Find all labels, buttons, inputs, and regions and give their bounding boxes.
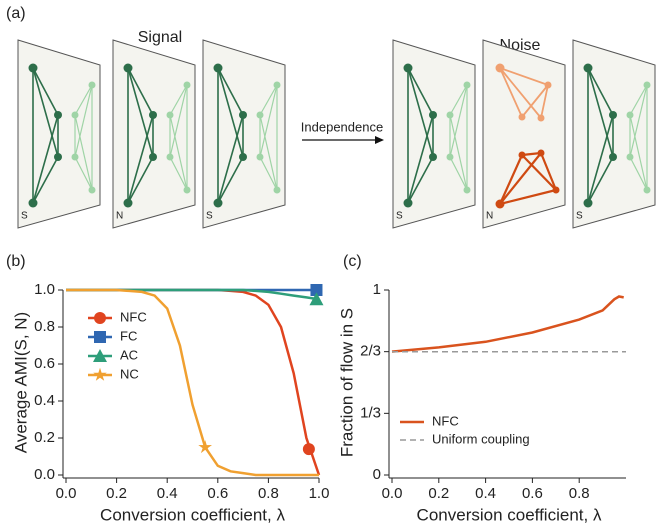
legend-label: NFC	[432, 413, 459, 428]
layer-label: S	[576, 211, 583, 222]
marker	[198, 440, 212, 454]
legend-label: AC	[120, 347, 138, 362]
y-tick-label: 0.6	[34, 355, 55, 372]
y-tick-label: 0.2	[34, 429, 55, 446]
y-axis-title: Average AMI(S, N)	[11, 312, 30, 453]
marker	[302, 443, 315, 456]
y-tick-label: 0.8	[34, 318, 55, 335]
marker	[93, 367, 107, 381]
series-line	[66, 288, 319, 477]
x-tick-label: 0.8	[569, 485, 590, 502]
marker	[94, 312, 106, 324]
y-axis-title: Fraction of flow in S	[337, 308, 356, 457]
x-axis-title: Conversion coefficient, λ	[100, 505, 285, 524]
panel-label: (a)	[6, 5, 26, 22]
signal-label: Signal	[138, 29, 182, 46]
arrow-head	[375, 136, 384, 144]
y-tick-label: 0.4	[34, 392, 55, 409]
layer	[482, 39, 566, 229]
x-tick-label: 0.2	[106, 485, 127, 502]
layer-label: S	[21, 211, 28, 222]
arrow-label: Independence	[301, 119, 383, 134]
noise-network	[499, 67, 549, 119]
x-axis-title: Conversion coefficient, λ	[417, 505, 602, 524]
marker	[93, 349, 107, 362]
series-line	[66, 288, 320, 301]
legend-label: NFC	[120, 309, 147, 324]
marker	[310, 284, 323, 296]
x-tick-label: 1.0	[309, 485, 330, 502]
marker	[309, 292, 324, 306]
y-tick-label: 1.0	[34, 281, 55, 298]
panel-a: (a) Signal Noise Independence	[6, 5, 656, 229]
x-tick-label: 0.4	[475, 485, 496, 502]
x-tick-label: 0.4	[157, 485, 178, 502]
panel-label: (b)	[6, 253, 26, 270]
panel-label: (c)	[343, 253, 362, 270]
layer-label: N	[486, 211, 493, 222]
layer-label: S	[396, 211, 403, 222]
x-tick-label: 0.0	[56, 485, 77, 502]
layer-label: S	[206, 211, 213, 222]
y-tick-label: 2/3	[360, 343, 381, 360]
y-tick-label: 0	[373, 466, 381, 483]
y-tick-label: 0.0	[34, 466, 55, 483]
legend-label: FC	[120, 328, 137, 343]
series-line	[391, 295, 624, 353]
y-tick-label: 1/3	[360, 404, 381, 421]
x-tick-label: 0.8	[258, 485, 279, 502]
x-tick-label: 0.6	[207, 485, 228, 502]
layer-label: N	[116, 211, 123, 222]
x-tick-label: 0.0	[382, 485, 403, 502]
x-tick-label: 0.6	[522, 485, 543, 502]
legend-label: NC	[120, 366, 139, 381]
marker	[94, 331, 106, 343]
y-tick-label: 1	[373, 281, 381, 298]
x-tick-label: 0.2	[428, 485, 449, 502]
legend-label: Uniform coupling	[432, 431, 530, 446]
